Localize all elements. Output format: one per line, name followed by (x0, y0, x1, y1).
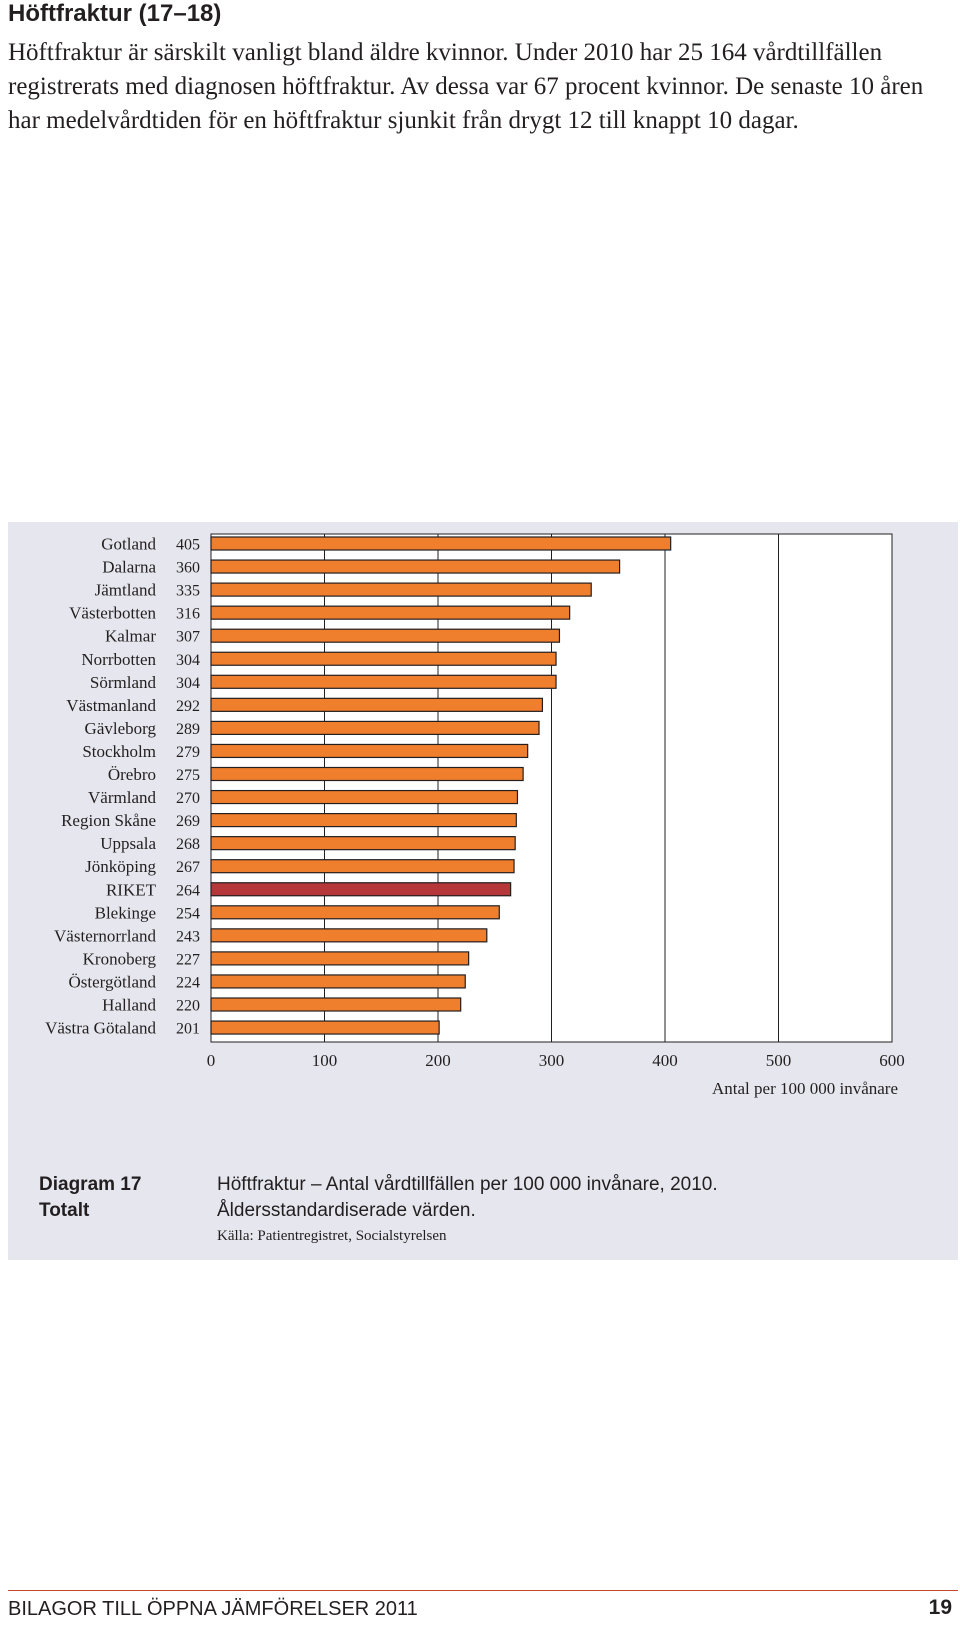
caption-text: Höftfraktur – Antal vårdtillfällen per 1… (217, 1172, 718, 1224)
category-label: Sörmland (90, 673, 157, 692)
value-label: 335 (176, 583, 200, 600)
diagram-sublabel: Totalt (39, 1200, 90, 1221)
bar (210, 951, 470, 966)
value-label: 316 (176, 606, 200, 623)
value-label: 270 (176, 790, 200, 807)
intro-paragraph: Höftfraktur är särskilt vanligt bland äl… (8, 39, 924, 134)
bar (210, 582, 592, 597)
bar (210, 1020, 440, 1035)
category-label: Örebro (108, 765, 156, 784)
footer-rule (8, 1590, 958, 1591)
chart-source: Källa: Patientregistret, Socialstyrelsen (217, 1228, 447, 1244)
value-label: 292 (176, 698, 200, 715)
x-axis-label: Antal per 100 000 invånare (712, 1079, 898, 1098)
x-tick-label: 300 (539, 1051, 565, 1070)
diagram-number: Diagram 17 (39, 1174, 142, 1195)
bar (210, 628, 561, 643)
x-tick-label: 400 (652, 1051, 678, 1070)
bar (210, 813, 517, 828)
category-label: Dalarna (102, 558, 156, 577)
chart-subtitle: Åldersstandardiserade värden. (217, 1200, 476, 1221)
category-label: Värmland (88, 788, 156, 807)
bar (210, 743, 529, 759)
category-label: Östergötland (68, 972, 156, 991)
value-label: 405 (176, 537, 200, 554)
value-label: 201 (176, 1021, 200, 1038)
bar (210, 836, 516, 851)
bar (210, 905, 500, 920)
value-label: 304 (176, 652, 200, 669)
value-label: 304 (176, 675, 200, 692)
value-label: 360 (176, 560, 200, 577)
value-label: 267 (176, 859, 200, 876)
category-label: Kronoberg (83, 949, 157, 968)
bar-chart: Gotland 405 Dalarna 360 Jämtland 335 Västerbot… (45, 533, 905, 1098)
bar (210, 605, 571, 620)
caption-label: Diagram 17 Totalt (39, 1172, 141, 1224)
bar (210, 720, 540, 735)
bar (210, 697, 544, 712)
category-label: Jämtland (95, 581, 157, 600)
x-tick-label: 0 (207, 1051, 216, 1070)
category-label: Gävleborg (85, 719, 157, 738)
bar (210, 859, 515, 874)
value-label: 289 (176, 721, 200, 738)
x-tick-label: 200 (425, 1051, 451, 1070)
bar (210, 674, 557, 689)
category-label: Kalmar (105, 627, 156, 646)
value-label: 254 (176, 905, 200, 922)
category-label: Uppsala (100, 834, 156, 853)
category-label: Västmanland (66, 696, 156, 715)
value-label: 224 (176, 974, 200, 991)
footer-title: BILAGOR TILL ÖPPNA JÄMFÖRELSER 2011 (8, 1598, 418, 1620)
chart-title: Höftfraktur – Antal vårdtillfällen per 1… (217, 1174, 718, 1195)
bar (210, 882, 512, 897)
bar (210, 789, 519, 805)
value-label: 243 (176, 928, 200, 945)
category-label: Blekinge (95, 903, 156, 922)
value-label: 279 (176, 744, 200, 761)
category-label: Region Skåne (61, 811, 156, 830)
bar (210, 651, 557, 666)
category-label: Norrbotten (81, 650, 156, 669)
category-label: Jönköping (85, 857, 156, 876)
chart-panel: Gotland 405 Dalarna 360 Jämtland 335 Västerbot… (8, 522, 958, 1260)
category-label: Stockholm (82, 742, 156, 761)
value-label: 264 (176, 882, 200, 899)
category-label: Västerbotten (69, 604, 156, 623)
value-label: 275 (176, 767, 200, 784)
value-label: 307 (176, 629, 200, 646)
section-heading: Höftfraktur (17–18) (8, 0, 222, 27)
x-tick-label: 100 (312, 1051, 338, 1070)
bar (210, 997, 462, 1012)
bar (210, 974, 466, 989)
bar (210, 536, 672, 551)
category-label: Gotland (101, 535, 156, 554)
bar (210, 928, 488, 943)
x-tick-label: 500 (766, 1051, 792, 1070)
bar (210, 766, 524, 782)
value-label: 268 (176, 836, 200, 853)
bar (210, 559, 621, 574)
category-label: Västra Götaland (45, 1019, 156, 1038)
value-label: 220 (176, 998, 200, 1015)
x-tick-label: 600 (879, 1051, 905, 1070)
category-label: RIKET (106, 880, 157, 899)
value-label: 269 (176, 813, 200, 830)
category-label: Halland (102, 996, 156, 1015)
page-number: 19 (928, 1596, 952, 1619)
value-label: 227 (176, 951, 200, 968)
category-label: Västernorrland (54, 926, 156, 945)
